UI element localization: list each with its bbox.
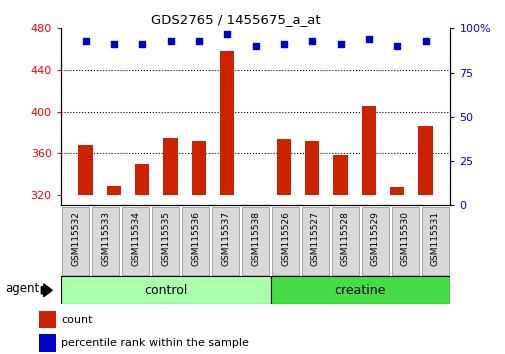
FancyArrow shape	[41, 284, 52, 297]
Bar	[39, 334, 56, 352]
Bar	[305, 141, 319, 195]
Point	[81, 38, 89, 44]
Text: GSM115536: GSM115536	[191, 211, 199, 266]
Bar	[389, 187, 403, 195]
Point	[336, 41, 344, 47]
Bar	[107, 185, 121, 195]
Bar	[135, 164, 149, 195]
FancyBboxPatch shape	[331, 207, 358, 275]
Point	[308, 38, 316, 44]
Text: GSM115533: GSM115533	[101, 211, 110, 266]
Bar	[418, 126, 432, 195]
FancyBboxPatch shape	[391, 207, 418, 275]
FancyBboxPatch shape	[301, 207, 328, 275]
Text: count: count	[61, 315, 92, 325]
FancyBboxPatch shape	[361, 207, 388, 275]
Text: GSM115529: GSM115529	[370, 211, 379, 266]
Text: GSM115538: GSM115538	[250, 211, 260, 266]
Point	[166, 38, 174, 44]
FancyBboxPatch shape	[122, 207, 149, 275]
Text: GSM115534: GSM115534	[131, 211, 140, 266]
Bar	[220, 51, 234, 195]
Text: GSM115526: GSM115526	[280, 211, 289, 266]
Point	[110, 41, 118, 47]
Point	[251, 43, 259, 49]
FancyBboxPatch shape	[152, 207, 179, 275]
FancyBboxPatch shape	[272, 207, 298, 275]
FancyBboxPatch shape	[270, 276, 449, 304]
Bar	[191, 141, 206, 195]
Bar	[276, 139, 290, 195]
Bar	[333, 155, 347, 195]
Point	[138, 41, 146, 47]
Bar	[78, 145, 92, 195]
Point	[392, 43, 400, 49]
Text: agent: agent	[5, 282, 39, 295]
Title: GDS2765 / 1455675_a_at: GDS2765 / 1455675_a_at	[151, 13, 320, 26]
Point	[364, 36, 372, 42]
Text: control: control	[143, 284, 187, 297]
Bar	[163, 138, 177, 195]
FancyBboxPatch shape	[61, 276, 270, 304]
Text: GSM115530: GSM115530	[400, 211, 409, 266]
Text: GSM115535: GSM115535	[161, 211, 170, 266]
Bar	[361, 107, 375, 195]
Text: creatine: creatine	[334, 284, 385, 297]
Bar	[39, 311, 56, 328]
Point	[194, 38, 203, 44]
Text: GSM115532: GSM115532	[71, 211, 80, 266]
FancyBboxPatch shape	[182, 207, 209, 275]
FancyBboxPatch shape	[212, 207, 238, 275]
FancyBboxPatch shape	[92, 207, 119, 275]
Point	[223, 31, 231, 36]
Text: percentile rank within the sample: percentile rank within the sample	[61, 338, 248, 348]
FancyBboxPatch shape	[421, 207, 448, 275]
Text: GSM115531: GSM115531	[430, 211, 439, 266]
Text: GSM115527: GSM115527	[311, 211, 319, 266]
FancyBboxPatch shape	[241, 207, 269, 275]
FancyBboxPatch shape	[62, 207, 89, 275]
Point	[421, 38, 429, 44]
Text: GSM115528: GSM115528	[340, 211, 349, 266]
Point	[279, 41, 287, 47]
Text: GSM115537: GSM115537	[221, 211, 230, 266]
